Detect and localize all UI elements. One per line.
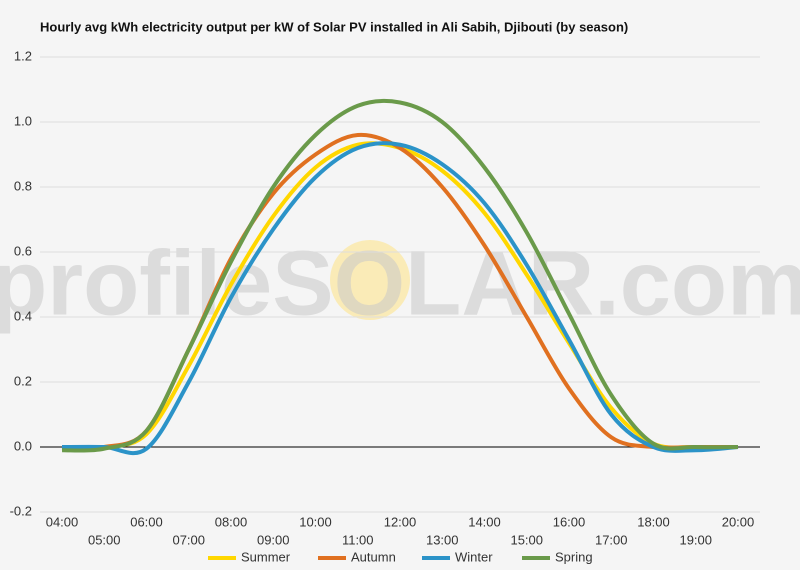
watermark: profileSOLAR.com xyxy=(0,232,800,334)
legend-label: Summer xyxy=(241,549,291,564)
x-tick-label: 16:00 xyxy=(553,514,586,529)
series-line xyxy=(61,98,739,453)
y-tick-label: 0.4 xyxy=(14,308,32,323)
x-tick-label: 15:00 xyxy=(510,532,543,547)
y-tick-label: 0.0 xyxy=(14,438,32,453)
x-tick-label: 08:00 xyxy=(215,514,248,529)
x-tick-label: 20:00 xyxy=(722,514,755,529)
y-tick-label: -0.2 xyxy=(10,503,32,518)
x-tick-label: 19:00 xyxy=(679,532,712,547)
legend-label: Autumn xyxy=(351,549,396,564)
x-tick-label: 14:00 xyxy=(468,514,501,529)
y-tick-label: 1.2 xyxy=(14,48,32,63)
x-tick-label: 07:00 xyxy=(172,532,205,547)
series-line xyxy=(61,141,739,455)
y-tick-label: 0.2 xyxy=(14,373,32,388)
x-tick-label: 04:00 xyxy=(46,514,79,529)
y-tick-label: 0.6 xyxy=(14,243,32,258)
x-tick-label: 10:00 xyxy=(299,514,332,529)
legend-label: Spring xyxy=(555,549,593,564)
y-tick-label: 1.0 xyxy=(14,113,32,128)
chart-title: Hourly avg kWh electricity output per kW… xyxy=(40,19,628,34)
x-tick-label: 17:00 xyxy=(595,532,628,547)
x-tick-label: 06:00 xyxy=(130,514,163,529)
x-tick-label: 11:00 xyxy=(342,532,374,547)
x-tick-label: 18:00 xyxy=(637,514,670,529)
x-tick-label: 12:00 xyxy=(384,514,417,529)
x-tick-label: 05:00 xyxy=(88,532,121,547)
watermark-sun xyxy=(330,240,410,320)
legend-label: Winter xyxy=(455,549,493,564)
x-tick-label: 09:00 xyxy=(257,532,290,547)
x-tick-label: 13:00 xyxy=(426,532,459,547)
y-tick-label: 0.8 xyxy=(14,178,32,193)
